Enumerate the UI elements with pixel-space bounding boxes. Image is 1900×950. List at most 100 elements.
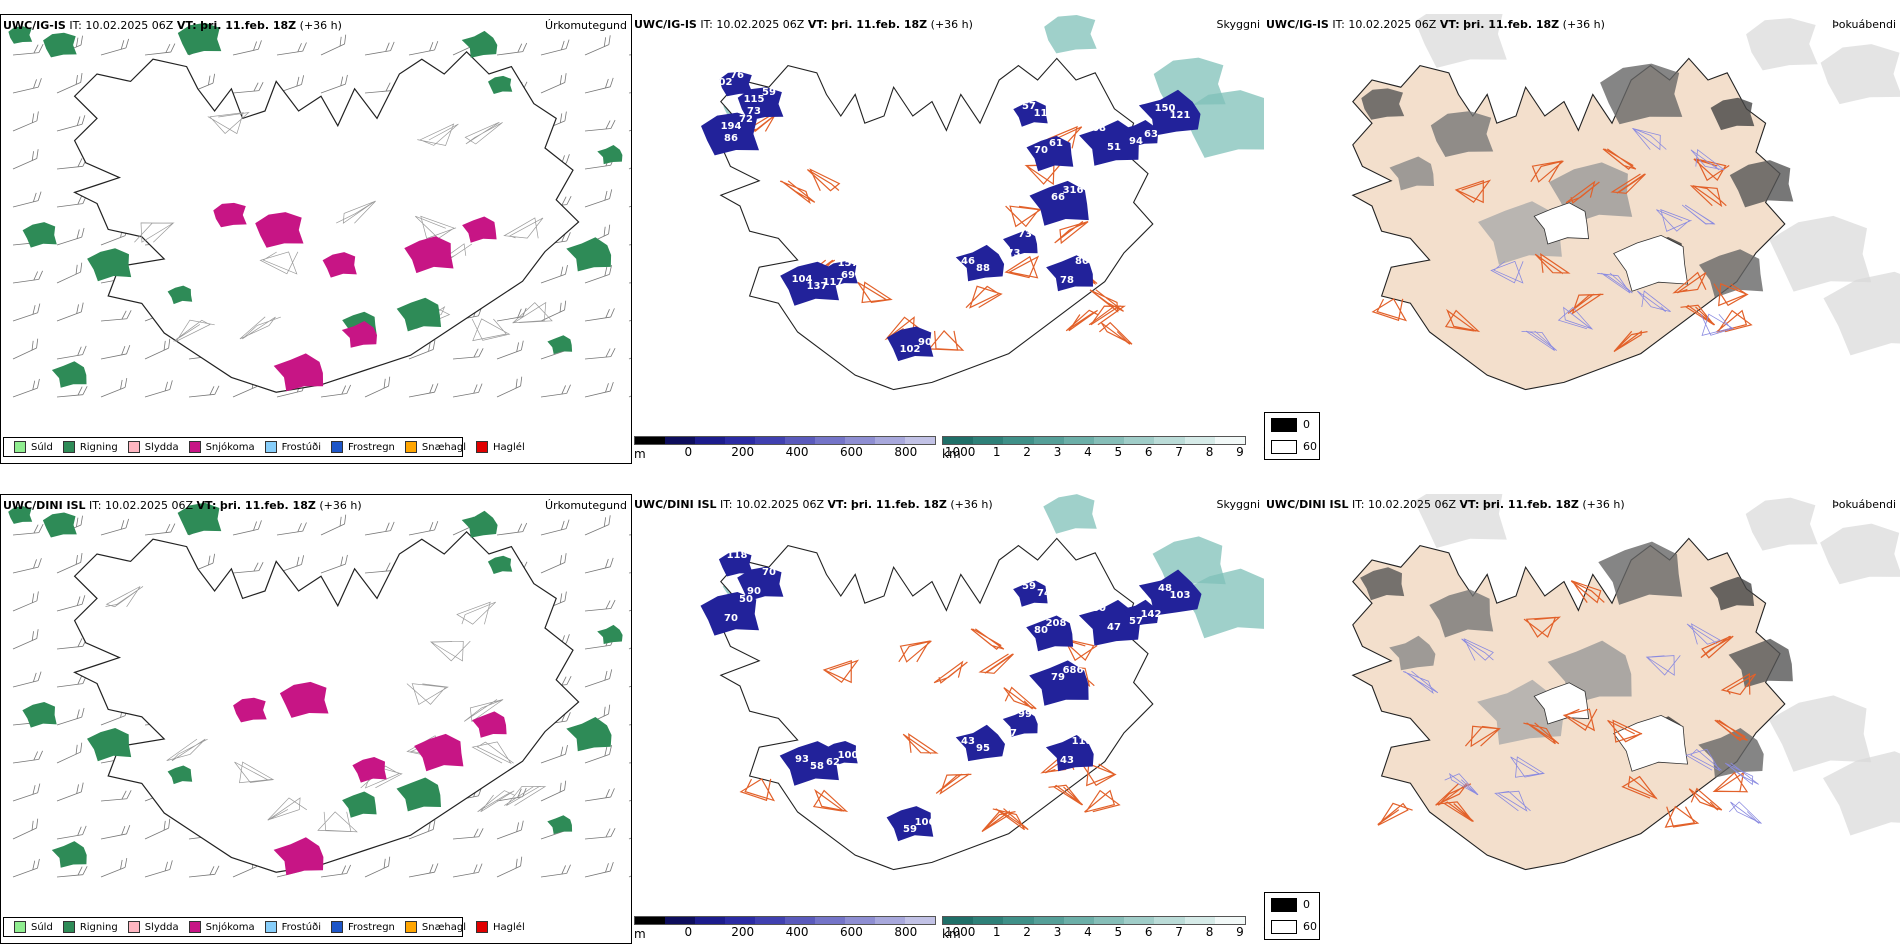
cloud-base-areas <box>700 551 1202 842</box>
cloud-panel-1: UWC/IG-IS IT: 10.02.2025 06Z VT: þri. 11… <box>632 14 1264 464</box>
sea-fog-field <box>1414 494 1900 836</box>
precip-type-legend: Súld Rigning Slydda Snjókoma Frostúði Frostre… <box>3 917 525 937</box>
cloud-base-value: 70 <box>1034 145 1048 156</box>
colorbar-bin <box>1214 437 1246 444</box>
cloud-base-value: 66 <box>1051 192 1065 203</box>
snow-areas <box>213 202 497 392</box>
colorbar-tick-label: 400 <box>785 445 809 459</box>
cloud-base-value: 95 <box>976 743 990 754</box>
cloud-base-value: 100 <box>838 750 859 761</box>
legend-label: Frostúði <box>281 921 321 933</box>
colorbar-tick-label: 7 <box>1175 445 1183 459</box>
colorbar-tick-label: 8 <box>1205 925 1214 939</box>
legend-swatch <box>188 441 201 453</box>
river-network <box>1402 623 1762 824</box>
cloud-base-value: 90 <box>918 337 932 348</box>
cloud-base-value: 99 <box>1018 709 1032 720</box>
colorbar-bin <box>665 917 695 924</box>
colorbar-tick-label: 2 <box>1023 445 1031 459</box>
fog-indicator-map <box>1351 494 1900 871</box>
panel-variable-name: Úrkomutegund <box>545 499 627 512</box>
fog-legend-label-60: 60 <box>1303 920 1317 933</box>
cloud-base-areas <box>701 71 1201 362</box>
colorbar-bin <box>1033 437 1064 444</box>
colorbar-bin <box>845 437 875 444</box>
cloud-base-value: 316 <box>1063 185 1084 196</box>
panel-title: UWC/IG-IS IT: 10.02.2025 06Z VT: þri. 11… <box>634 18 973 31</box>
cloud-base-value: 104 <box>792 274 813 285</box>
iceland-coastline <box>73 530 580 873</box>
cloud-base-labels: 6390701001069359208686974347142434811870… <box>715 543 1190 835</box>
legend-swatch <box>404 441 417 453</box>
cloud-base-value: 46 <box>961 256 975 267</box>
cloud-base-value: 79 <box>1051 672 1065 683</box>
colorbar-bin <box>1184 437 1215 444</box>
colorbar-tick-label: 1 <box>992 925 1001 939</box>
legend-swatch <box>62 441 75 453</box>
cloud-base-visibility-map: 6390701001069359208686974347142434811870… <box>700 494 1264 871</box>
panel-title: UWC/DINI ISL IT: 10.02.2025 06Z VT: þri.… <box>634 498 993 511</box>
legend-swatch <box>476 921 489 933</box>
colorbar-tick-label: 600 <box>839 445 863 459</box>
cloud-base-value: 60 <box>715 63 729 74</box>
fog-index-legend: 0 60 <box>1264 412 1320 460</box>
legend-label: Súld <box>31 921 53 933</box>
legend-item: Súld <box>14 441 53 453</box>
fog-legend-label-0: 0 <box>1303 898 1310 911</box>
cloud-base-value: 51 <box>1107 142 1121 153</box>
cloud-base-value: 62 <box>826 757 840 768</box>
cloud-base-value: 43 <box>1060 755 1074 766</box>
legend-item: Slydda <box>127 921 179 933</box>
fog-swatch-60 <box>1271 440 1297 454</box>
legend-label: Snjókoma <box>205 441 255 453</box>
iceland-coastline <box>719 537 1154 871</box>
legend-item: Haglél <box>476 441 525 453</box>
cloud-base-value: 70 <box>724 613 738 624</box>
colorbar-tick-label: 1000 <box>944 925 976 939</box>
fog-panel-1: UWC/IG-IS IT: 10.02.2025 06Z VT: þri. 11… <box>1264 14 1900 464</box>
colorbar-bin <box>725 917 755 924</box>
colorbar-bin <box>815 917 845 924</box>
cloud-base-value: 57 <box>1022 101 1036 112</box>
fog-panel-2: UWC/DINI ISL IT: 10.02.2025 06Z VT: þri.… <box>1264 494 1900 944</box>
precip-type-legend: Súld Rigning Slydda Snjókoma Frostúði Frostre… <box>3 437 525 457</box>
colorbar-ticks: 1 2 3 4 5 6 7 8 9 10 <box>942 445 1264 459</box>
panel-title: UWC/DINI ISL IT: 10.02.2025 06Z VT: þri.… <box>3 499 362 512</box>
legend-swatch <box>14 441 26 453</box>
fog-swatch-0 <box>1271 418 1297 432</box>
colorbar-tick-label: 800 <box>894 925 918 939</box>
legend-swatch <box>188 921 201 933</box>
legend-swatch <box>14 921 26 933</box>
legend-label: Frostúði <box>281 441 321 453</box>
colorbar-bin <box>943 917 974 924</box>
cloud-base-value: 121 <box>1170 110 1191 121</box>
snow-areas <box>233 681 507 876</box>
colorbar-tick-label: 0 <box>684 925 693 939</box>
cloud-base-value: 63 <box>715 543 729 554</box>
cloud-base-value: 106 <box>915 817 936 828</box>
legend-item: Frostregn <box>331 441 395 453</box>
colorbar-tick-label: 4 <box>1084 925 1092 939</box>
glaciers <box>1533 202 1689 292</box>
colorbar-tick-label: 9 <box>1236 445 1244 459</box>
colorbar-tick-label: 9 <box>1236 925 1244 939</box>
cloud-base-value: 115 <box>744 94 765 105</box>
legend-item: Frostregn <box>331 921 395 933</box>
colorbar-tick-label: 5 <box>1114 445 1123 459</box>
cloud-base-value: 94 <box>1129 136 1143 147</box>
cloud-base-colorbar: 0 200 400 600 800 1000 m <box>634 436 976 461</box>
legend-label: Slydda <box>144 441 179 453</box>
panel-title: UWC/IG-IS IT: 10.02.2025 06Z VT: þri. 11… <box>3 19 342 32</box>
cloud-base-value: 68 <box>1092 123 1106 134</box>
colorbar-strip <box>634 916 936 925</box>
colorbar-bin <box>875 917 905 924</box>
colorbar-unit: m <box>634 447 646 461</box>
legend-label: Snæhagl <box>421 441 467 453</box>
colorbar-ticks: 0 200 400 600 800 1000 <box>634 445 976 459</box>
visibility-colorbar: 1 2 3 4 5 6 7 8 9 10 km <box>942 436 1264 461</box>
panel-variable-name: Þokuábendi <box>1832 18 1896 31</box>
panel-variable-name: Skyggni <box>1216 498 1260 511</box>
cloud-base-value: 70 <box>762 567 776 578</box>
panel-title: UWC/IG-IS IT: 10.02.2025 06Z VT: þri. 11… <box>1266 18 1605 31</box>
colorbar-tick-label: 4 <box>1084 445 1092 459</box>
